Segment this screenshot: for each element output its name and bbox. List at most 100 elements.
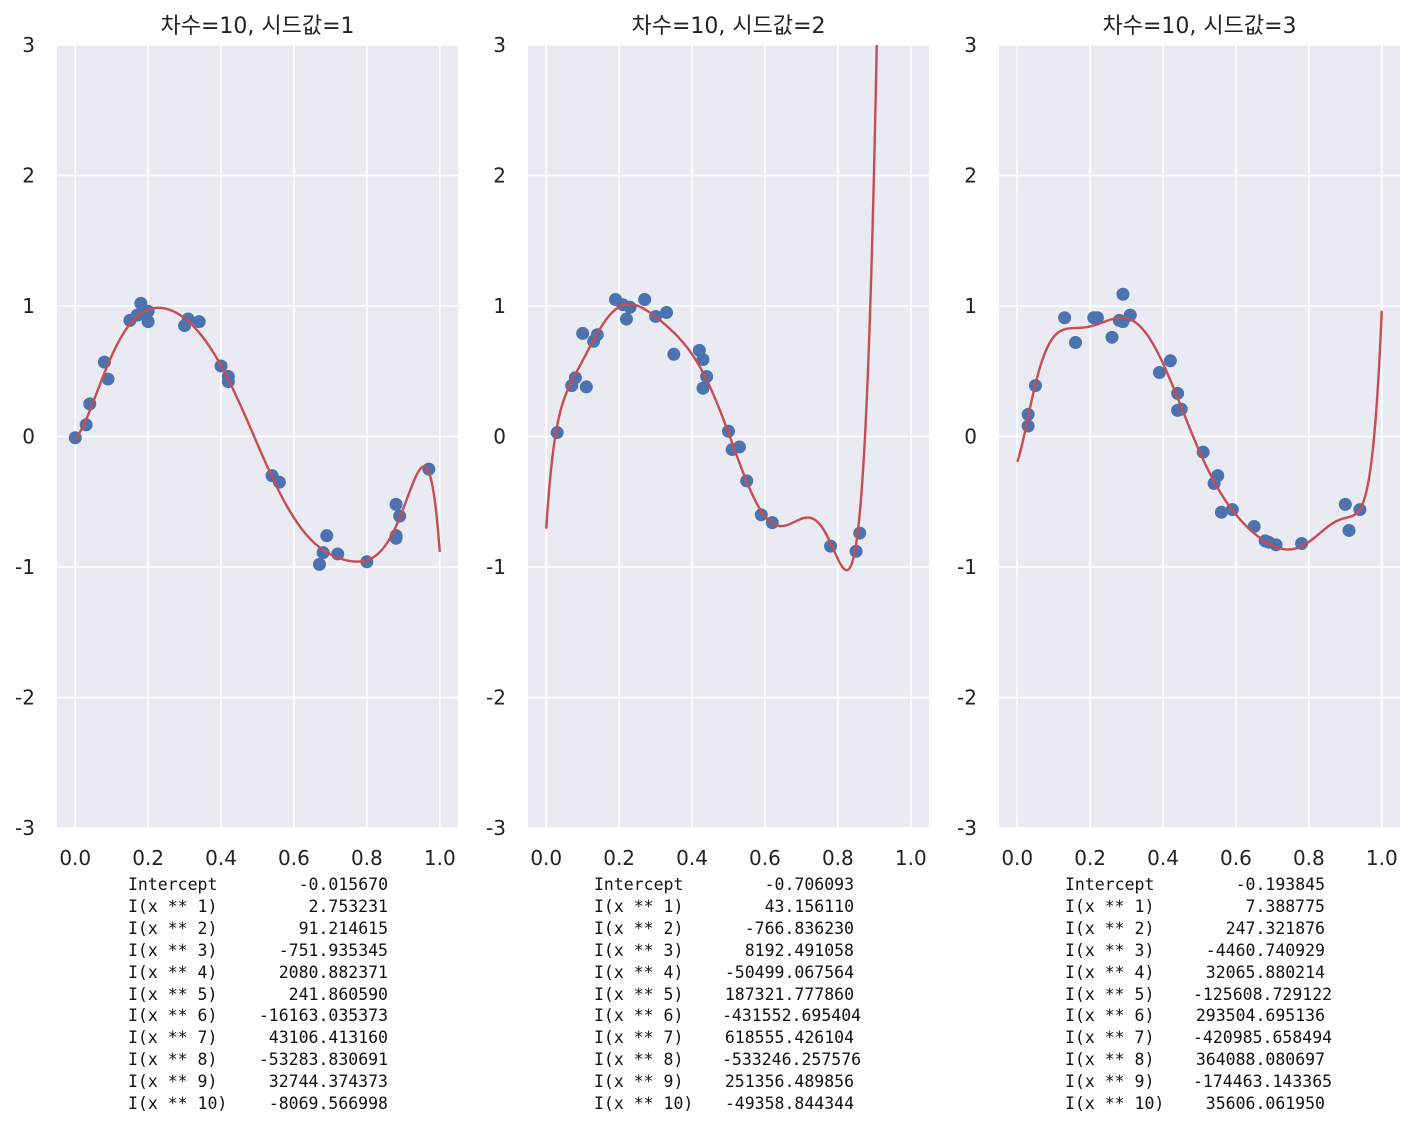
coefficient-row: I(x ** 3) -751.935345 xyxy=(128,940,388,962)
coefficient-row: I(x ** 2) 247.321876 xyxy=(1065,918,1325,940)
x-tick-label: 0.2 xyxy=(1074,846,1106,870)
y-tick-label: -2 xyxy=(486,686,506,710)
y-tick-label: 0 xyxy=(493,425,506,449)
data-point xyxy=(1116,287,1130,301)
y-tick-label: 0 xyxy=(964,425,977,449)
coefficient-row: I(x ** 1) 7.388775 xyxy=(1065,896,1325,918)
coefficient-name: Intercept xyxy=(1065,875,1155,894)
coefficient-row: I(x ** 6) 293504.695136 xyxy=(1065,1005,1325,1027)
coefficient-row: I(x ** 8) 364088.080697 xyxy=(1065,1049,1325,1071)
data-point xyxy=(1090,311,1104,325)
coefficient-value: -16163.035373 xyxy=(258,1006,388,1026)
coefficient-row: Intercept -0.193845 xyxy=(1065,874,1325,896)
data-point xyxy=(192,315,206,329)
coefficient-row: I(x ** 4) -50499.067564 xyxy=(594,962,854,984)
chart-title: 차수=10, 시드값=3 xyxy=(1102,14,1296,39)
x-tick-label: 0.8 xyxy=(822,846,854,870)
coefficient-row: I(x ** 10) -49358.844344 xyxy=(594,1093,854,1115)
y-tick-label: -1 xyxy=(486,555,506,579)
coefficient-value: -4460.740929 xyxy=(1205,940,1325,960)
coefficient-name: I(x ** 7) xyxy=(128,1028,218,1048)
coefficient-row: I(x ** 1) 2.753231 xyxy=(128,896,388,918)
y-tick-label: 1 xyxy=(493,294,506,318)
x-tick-label: 1.0 xyxy=(424,846,456,870)
coefficient-row: I(x ** 9) -174463.143365 xyxy=(1065,1071,1333,1093)
coefficient-value: 35606.061950 xyxy=(1205,1094,1325,1114)
coefficient-name: I(x ** 2) xyxy=(1065,918,1155,938)
coefficient-name: I(x ** 3) xyxy=(1065,940,1155,960)
data-point xyxy=(316,546,330,560)
coefficient-value: -751.935345 xyxy=(278,940,388,960)
coefficient-row: I(x ** 8) -53283.830691 xyxy=(128,1049,388,1071)
coefficient-name: I(x ** 6) xyxy=(594,1006,684,1026)
coefficient-row: I(x ** 10) 35606.061950 xyxy=(1065,1093,1325,1115)
data-point xyxy=(1214,505,1228,519)
coefficient-name: I(x ** 2) xyxy=(128,918,218,938)
coefficient-row: I(x ** 8) -533246.257576 xyxy=(594,1049,862,1071)
y-tick-label: 1 xyxy=(964,294,977,318)
coefficient-value: 8192.491058 xyxy=(744,940,854,960)
coefficient-name: I(x ** 10) xyxy=(128,1094,228,1114)
coefficient-value: -533246.257576 xyxy=(722,1050,862,1070)
x-tick-label: 0.4 xyxy=(1147,846,1179,870)
data-point xyxy=(1247,520,1261,534)
coefficient-value: 7.388775 xyxy=(1245,896,1325,916)
coefficient-row: I(x ** 6) -16163.035373 xyxy=(128,1005,388,1027)
data-point xyxy=(619,312,633,326)
data-point xyxy=(667,347,681,361)
coefficient-name: I(x ** 9) xyxy=(128,1072,218,1092)
y-tick-label: 3 xyxy=(964,33,977,57)
coefficient-value: 32744.374373 xyxy=(268,1072,388,1092)
y-tick-label: 0 xyxy=(22,425,35,449)
coefficient-name: Intercept xyxy=(594,875,684,894)
coefficient-name: I(x ** 4) xyxy=(1065,962,1155,982)
data-point xyxy=(1338,497,1352,511)
coefficient-value: -174463.143365 xyxy=(1193,1072,1333,1092)
x-tick-label: 0.6 xyxy=(749,846,781,870)
data-point xyxy=(853,526,867,540)
data-point xyxy=(550,426,564,440)
y-tick-label: 3 xyxy=(493,33,506,57)
coefficient-row: I(x ** 1) 43.156110 xyxy=(594,896,854,918)
coefficient-name: I(x ** 6) xyxy=(128,1006,218,1026)
x-tick-label: 0.6 xyxy=(278,846,310,870)
coefficient-value: 364088.080697 xyxy=(1195,1050,1325,1070)
x-tick-label: 0.8 xyxy=(1293,846,1325,870)
subplot-seed-1: 0.0 0.2 0.4 0.6 0.8 1.0 3 2 1 0 -1 -2 -3 차수=10, 시드값=1 xyxy=(15,14,458,870)
coefficient-name: I(x ** 10) xyxy=(1065,1094,1165,1114)
coefficient-row: I(x ** 7) -420985.658494 xyxy=(1065,1027,1332,1049)
coefficient-value: -431552.695404 xyxy=(722,1006,862,1026)
data-point xyxy=(141,315,155,329)
coefficient-name: I(x ** 5) xyxy=(128,984,218,1004)
y-tick-label: -3 xyxy=(957,816,977,840)
coefficient-name: I(x ** 1) xyxy=(594,896,684,916)
coefficient-value: 247.321876 xyxy=(1225,918,1325,938)
fit-curve xyxy=(74,306,441,563)
coefficient-table-seed-2: Intercept -0.706093 I(x ** 1) 43.156110 I(x … xyxy=(594,874,862,1115)
y-tick-label: 2 xyxy=(493,164,506,188)
coefficient-name: I(x ** 3) xyxy=(128,940,218,960)
coefficient-name: I(x ** 8) xyxy=(1065,1050,1155,1070)
coefficient-value: -53283.830691 xyxy=(258,1050,388,1070)
coefficient-value: -0.706093 xyxy=(764,875,854,894)
data-point xyxy=(181,312,195,326)
data-point xyxy=(576,326,590,340)
coefficient-row: I(x ** 4) 32065.880214 xyxy=(1065,962,1325,984)
subplot-seed-2: 0.0 0.2 0.4 0.6 0.8 1.0 3 2 1 0 -1 -2 -3 차수=10, 시드값=2 xyxy=(486,14,929,870)
coefficient-row: I(x ** 9) 251356.489856 xyxy=(594,1071,854,1093)
coefficient-row: I(x ** 7) 618555.426104 xyxy=(594,1027,854,1049)
y-tick-label: 3 xyxy=(22,33,35,57)
data-point xyxy=(389,497,403,511)
coefficient-row: I(x ** 9) 32744.374373 xyxy=(128,1071,388,1093)
coefficient-table-seed-1: Intercept -0.015670 I(x ** 1) 2.753231 I(x *… xyxy=(128,874,388,1115)
data-point xyxy=(1058,311,1072,325)
data-point xyxy=(1152,366,1166,380)
x-tick-label: 0.0 xyxy=(1001,846,1033,870)
data-point xyxy=(1196,445,1210,459)
coefficient-name: I(x ** 5) xyxy=(594,984,684,1004)
coefficient-value: 91.214615 xyxy=(298,918,388,938)
coefficient-row: I(x ** 5) 187321.777860 xyxy=(594,984,854,1006)
coefficient-value: -49358.844344 xyxy=(724,1094,854,1114)
x-tick-label: 0.6 xyxy=(1220,846,1252,870)
